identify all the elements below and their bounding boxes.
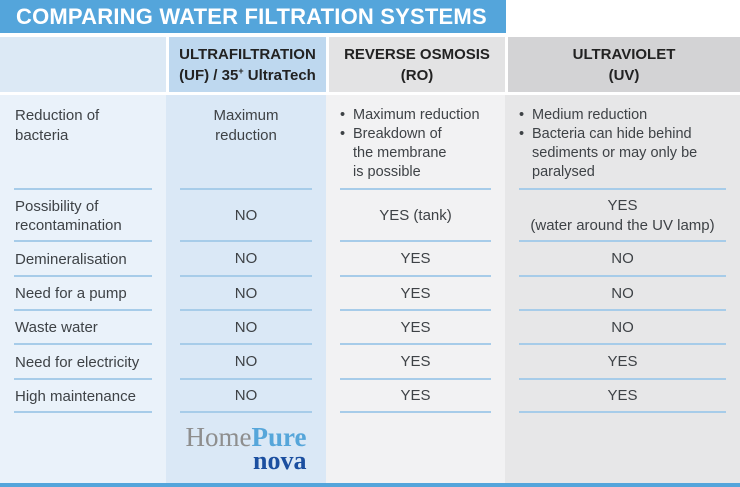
table-row: Demineralisation NO YES NO (0, 242, 740, 277)
logo-text-home: Home (185, 421, 252, 452)
row-label: Demineralisation (0, 242, 166, 277)
cell-value-text: NO (234, 318, 258, 336)
cell-ro: YES (326, 242, 505, 277)
cell-ro: YES (tank) (326, 190, 505, 242)
logo-text-nova: nova (253, 445, 307, 475)
cell-uv: NO (505, 277, 740, 311)
page-title: COMPARING WATER FILTRATION SYSTEMS (16, 3, 487, 29)
row-label: Reduction of bacteria (0, 95, 166, 190)
cell-value-text: YES (tank) (379, 206, 452, 224)
bullet-item: • Maximum reduction (340, 107, 480, 123)
logo-text-pure: Pure (251, 421, 307, 452)
cell-value-text: YES (400, 250, 431, 268)
bullet-dot: • (519, 125, 525, 142)
table-row: High maintenance NO YES YES (0, 380, 740, 413)
cell-value-text: YES (400, 284, 431, 302)
column-header-title: ULTRAVIOLET (572, 45, 676, 63)
table-row: Reduction of bacteria Maximum reduction • Max… (0, 95, 740, 190)
title-bar: COMPARING WATER FILTRATION SYSTEMS (0, 0, 506, 33)
column-header-subtitle: (UF) / 35+ UltraTech (179, 65, 316, 84)
cell-uf: NO (166, 311, 326, 345)
logo-row-uv-spacer (505, 413, 740, 483)
cell-uv: NO (505, 311, 740, 345)
column-header-subtitle: (RO) (400, 66, 434, 84)
table-body: Reduction of bacteria Maximum reduction • Max… (0, 95, 740, 413)
cell-value-text: NO (611, 284, 634, 302)
column-header-ultrafiltration: ULTRAFILTRATION (UF) / 35+ UltraTech (166, 37, 326, 92)
cell-value-text: NO (611, 318, 634, 336)
bullet-dot: • (340, 107, 346, 123)
bullet-dot: • (519, 107, 525, 123)
cell-uf: NO (166, 380, 326, 413)
table-header-row: ULTRAFILTRATION (UF) / 35+ UltraTech REV… (0, 37, 740, 92)
cell-value-text: YES (400, 318, 431, 336)
cell-uf: Maximum reduction (166, 95, 326, 190)
cell-uf: NO (166, 190, 326, 242)
row-label: Need for a pump (0, 277, 166, 311)
logo-row-label-spacer (0, 413, 166, 483)
cell-value-text: YES (607, 387, 638, 405)
logo-wordmark: HomePure (185, 421, 307, 452)
cell-value-text: NO (234, 387, 258, 405)
cell-uf: NO (166, 345, 326, 380)
row-label: Need for electricity (0, 345, 166, 380)
bullet-dot: • (340, 125, 346, 142)
table-row: Possibility of recontamination NO YES (tank… (0, 190, 740, 242)
table-row: Need for a pump NO YES NO (0, 277, 740, 311)
superscript-plus: + (238, 65, 244, 76)
cell-value-text: YES (water around the UV lamp) (530, 196, 715, 234)
cell-value-text: Maximum reduction (213, 107, 279, 145)
column-header-subtitle: (UV) (608, 66, 640, 84)
column-header-ultraviolet: ULTRAVIOLET (UV) (505, 37, 740, 92)
cell-uv: YES (505, 345, 740, 380)
cell-ro: YES (326, 311, 505, 345)
homepure-nova-logo: HomePure nova (166, 413, 326, 483)
cell-uv: NO (505, 242, 740, 277)
bullet-item: • Medium reduction (519, 107, 648, 123)
logo-row: HomePure nova (0, 413, 740, 483)
cell-ro: YES (326, 380, 505, 413)
cell-uv: • Medium reduction • Bacteria can hide behi… (505, 95, 740, 190)
cell-uv: YES (505, 380, 740, 413)
comparison-table: ULTRAFILTRATION (UF) / 35+ UltraTech REV… (0, 37, 740, 483)
cell-value-text: NO (234, 353, 258, 371)
cell-ro: YES (326, 277, 505, 311)
row-label: High maintenance (0, 380, 166, 413)
cell-value-text: NO (234, 206, 258, 224)
column-header-title: ULTRAFILTRATION (179, 45, 316, 63)
bullet-item: • Breakdown of the membrane is possible (340, 125, 447, 180)
cell-value-text: NO (234, 250, 258, 268)
cell-value-text: NO (611, 250, 634, 268)
column-header-title: REVERSE OSMOSIS (344, 45, 490, 63)
row-label: Waste water (0, 311, 166, 345)
table-row: Waste water NO YES NO (0, 311, 740, 345)
cell-ro: YES (326, 345, 505, 380)
table-row: Need for electricity NO YES YES (0, 345, 740, 380)
cell-value-text: YES (607, 353, 638, 371)
cell-ro: • Maximum reduction • Breakdown of the membr… (326, 95, 505, 190)
logo-row-ro-spacer (326, 413, 505, 483)
column-header-reverse-osmosis: REVERSE OSMOSIS (RO) (326, 37, 505, 92)
row-label: Possibility of recontamination (0, 190, 166, 242)
header-empty-cell (0, 37, 166, 92)
bullet-item: • Bacteria can hide behind sediments or ma… (519, 125, 698, 180)
cell-uf: NO (166, 277, 326, 311)
logo-block: HomePure nova (185, 421, 307, 475)
bottom-accent-strip (0, 483, 740, 487)
cell-value-text: NO (234, 284, 258, 302)
cell-uv: YES (water around the UV lamp) (505, 190, 740, 242)
cell-value-text: YES (400, 353, 431, 371)
cell-value-text: YES (400, 387, 431, 405)
cell-uf: NO (166, 242, 326, 277)
